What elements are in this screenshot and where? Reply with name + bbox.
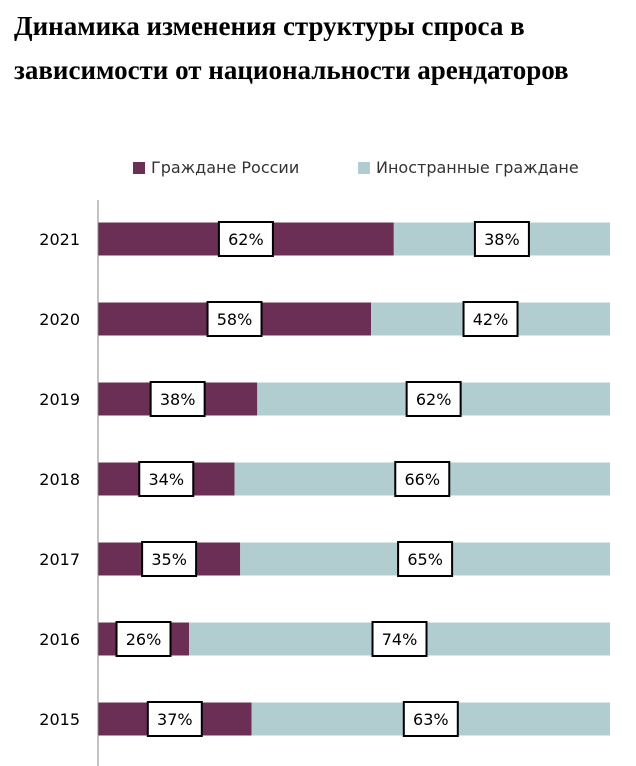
data-label: 42% — [473, 310, 509, 329]
legend-swatch-foreign — [358, 161, 370, 174]
data-label-box — [146, 701, 203, 737]
data-label: 66% — [404, 470, 440, 489]
data-label-box — [149, 381, 206, 417]
data-label-box — [115, 621, 172, 657]
data-label-box — [462, 301, 519, 337]
data-label: 58% — [217, 310, 253, 329]
data-label-box — [405, 381, 462, 417]
y-tick-label: 2021 — [39, 230, 80, 249]
legend-label-foreign: Иностранные граждане — [376, 158, 579, 177]
data-label-box — [397, 541, 454, 577]
y-tick-label: 2016 — [39, 630, 80, 649]
data-label-box — [141, 541, 198, 577]
data-label: 38% — [160, 390, 196, 409]
data-label: 35% — [151, 550, 187, 569]
legend-item-foreign: Иностранные граждане — [358, 158, 579, 177]
y-tick-label: 2020 — [39, 310, 80, 329]
legend: Граждане России Иностранные граждане — [0, 158, 636, 182]
data-label: 38% — [484, 230, 520, 249]
y-tick-label: 2015 — [39, 710, 80, 729]
legend-label-russia: Граждане России — [151, 158, 300, 177]
data-label: 37% — [157, 710, 193, 729]
data-label: 26% — [126, 630, 162, 649]
legend-swatch-russia — [133, 161, 145, 174]
y-tick-label: 2017 — [39, 550, 80, 569]
legend-item-russia: Граждане России — [133, 158, 299, 177]
y-tick-label: 2018 — [39, 470, 80, 489]
data-label-box — [394, 461, 451, 497]
data-label-box — [206, 301, 263, 337]
data-label: 62% — [416, 390, 452, 409]
data-label-box — [402, 701, 459, 737]
data-label-box — [217, 221, 274, 257]
data-label-box — [138, 461, 195, 497]
data-label: 63% — [413, 710, 449, 729]
data-label-box — [371, 621, 428, 657]
data-label: 74% — [382, 630, 418, 649]
data-label: 34% — [148, 470, 184, 489]
y-tick-label: 2019 — [39, 390, 80, 409]
data-label: 65% — [407, 550, 443, 569]
chart-title: Динамика изменения структуры спроса в за… — [14, 11, 569, 85]
data-label: 62% — [228, 230, 264, 249]
data-label-box — [473, 221, 530, 257]
